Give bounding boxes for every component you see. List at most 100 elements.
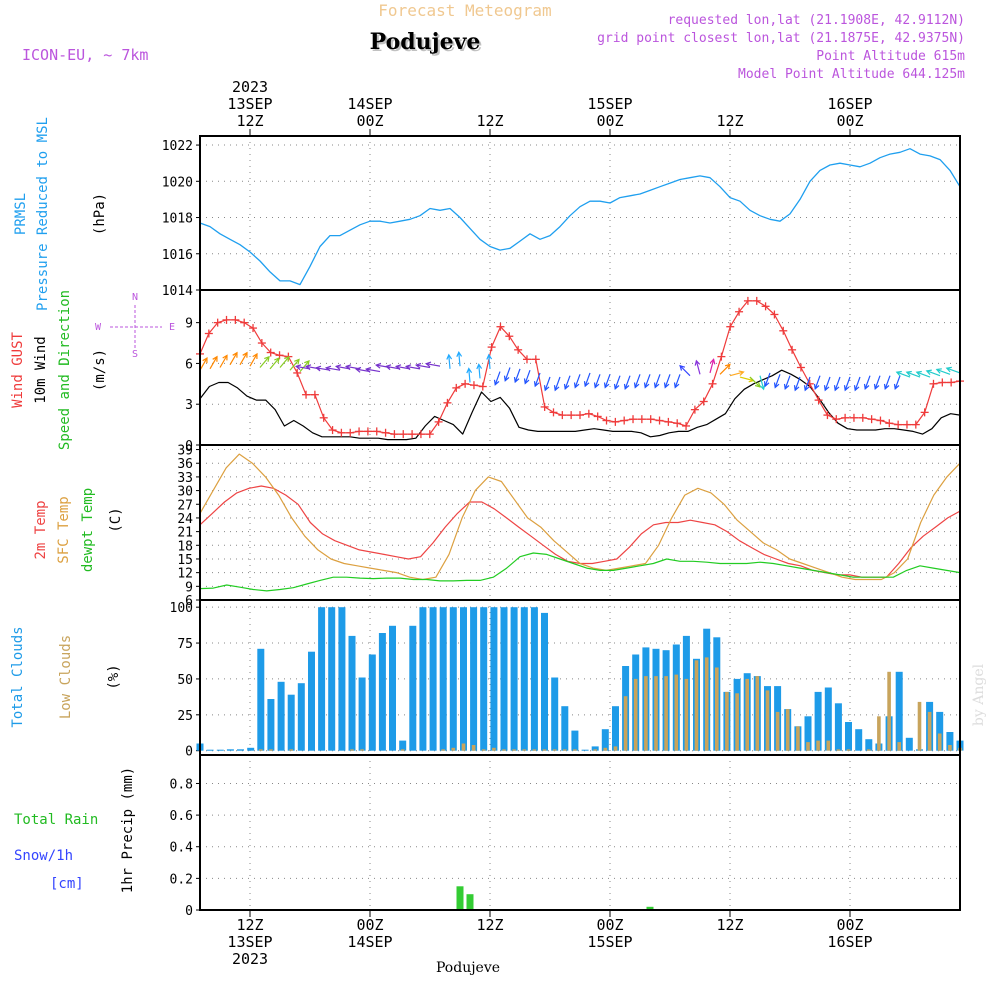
low-cloud-bar — [765, 690, 770, 751]
low-cloud-bar — [664, 676, 668, 751]
bottom-time-label: 00Z — [356, 916, 383, 934]
top-time-label: 00Z — [596, 112, 623, 130]
wind-direction-arrow — [199, 357, 208, 371]
panels: 1014101610181020102203696912151821242730… — [162, 135, 964, 919]
wind-direction-arrowhead — [364, 366, 372, 373]
rain-bar — [646, 906, 654, 910]
total-clouds-label: Total Clouds — [10, 626, 26, 727]
wind-direction-arrowhead — [304, 359, 310, 366]
y-tick-label: 1014 — [162, 284, 193, 299]
low-cloud-bar — [755, 676, 760, 751]
pressure-panel: 1014 1016 1018 1020 1022 — [162, 136, 961, 299]
y-tick-label: 36 — [177, 457, 193, 472]
total-cloud-bar — [530, 607, 538, 751]
wind-direction-arrowhead — [563, 383, 570, 390]
y-tick-label: 12 — [177, 567, 193, 582]
total-cloud-bar — [936, 711, 944, 751]
wind-direction-arrowhead — [895, 370, 902, 377]
wind-direction-arrow — [709, 359, 715, 374]
wind-direction-arrowhead — [222, 354, 228, 361]
wind-direction-arrowhead — [232, 351, 238, 358]
wind-direction-arrowhead — [679, 364, 686, 371]
total-cloud-bar — [216, 749, 224, 751]
y-tick-label: 0.2 — [170, 872, 193, 887]
low-cloud-bar — [360, 749, 364, 751]
low-cloud-bar — [775, 711, 780, 751]
total-cloud-bar — [328, 607, 336, 751]
total-cloud-bar — [865, 739, 873, 751]
wind-direction-arrow — [664, 374, 671, 388]
wind-direction-arrow — [316, 367, 331, 371]
wind-direction-arrow — [896, 371, 911, 378]
top-time-label: 00Z — [836, 112, 863, 130]
total-cloud-bar — [348, 635, 356, 751]
wind-direction-arrow — [834, 376, 841, 391]
bottom-time-label: 12Z — [236, 916, 263, 934]
bottom-time-label: 12Z — [476, 916, 503, 934]
wind-direction-arrow — [356, 368, 371, 373]
low-cloud-bar — [563, 749, 567, 751]
wind-direction-arrow — [634, 374, 641, 388]
total-cloud-bar — [237, 749, 244, 751]
snow-label: Snow/1h — [14, 848, 73, 864]
wind-direction-arrowhead — [324, 365, 332, 372]
total-cloud-bar — [429, 607, 437, 751]
wind-direction-arrow — [219, 355, 228, 368]
y-tick-label: 21 — [177, 526, 193, 541]
wind-direction-arrowhead — [935, 368, 942, 374]
wind-direction-arrowhead — [543, 385, 550, 392]
bottom-time-label: 14SEP — [347, 933, 392, 951]
wind-direction-arrow — [296, 365, 311, 370]
total-cloud-bar — [389, 625, 396, 751]
total-cloud-bar — [551, 677, 559, 751]
wind-direction-arrow — [784, 375, 791, 390]
y-tick-label: 9 — [185, 580, 193, 595]
temp-unit: (C) — [108, 507, 124, 532]
clouds-panel: 0 25 50 75 100 — [170, 600, 964, 760]
wind-direction-arrowhead — [633, 382, 640, 389]
location-title: Podujeve — [372, 31, 483, 57]
total-cloud-bar — [480, 607, 488, 751]
y-tick-label: 27 — [177, 498, 193, 513]
wind-direction-arrowhead — [843, 385, 850, 392]
low-cloud-bar — [704, 657, 709, 751]
wind-direction-arrowhead — [476, 363, 483, 370]
wind-direction-arrow — [864, 375, 871, 390]
wind-direction-arrow — [884, 375, 891, 390]
wind-direction-arrowhead — [456, 350, 463, 358]
low-cloud-bar — [259, 749, 263, 751]
total-cloud-bar — [905, 737, 913, 751]
wind-direction-arrowhead — [724, 363, 731, 370]
precip-panel: 0 0.2 0.4 0.6 0.8 — [170, 755, 960, 919]
y-tick-label: 9 — [185, 317, 193, 332]
low-cloud-bar — [937, 733, 942, 751]
wind-unit: (m/s) — [92, 349, 108, 391]
wind-direction-arrow — [468, 368, 471, 383]
bottom-time-label: 12Z — [716, 916, 743, 934]
wind-direction-arrow — [719, 363, 731, 375]
wind-direction-arrowhead — [863, 383, 870, 390]
wind-direction-arrowhead — [694, 359, 701, 366]
wind-direction-arrow — [524, 370, 531, 384]
wind-direction-arrowhead — [252, 352, 258, 360]
wind-direction-arrow — [564, 375, 571, 390]
low-cloud-bar — [745, 678, 749, 751]
wind-labels: Wind GUST 10m Wind Speed and Direction (… — [10, 290, 175, 450]
y-tick-label: 1022 — [162, 139, 193, 154]
total-cloud-bar — [368, 654, 376, 751]
wind-direction-arrowhead — [493, 379, 500, 386]
bottom-time-label: 2023 — [232, 950, 268, 968]
total-cloud-bar — [946, 732, 954, 751]
total-cloud-bar — [247, 747, 255, 751]
low-cloud-bar — [633, 678, 638, 751]
compass-west: W — [95, 322, 102, 333]
wind-direction-arrowhead — [446, 353, 453, 360]
wind-direction-arrowhead — [833, 385, 840, 392]
total-cloud-bar — [510, 607, 518, 751]
wind-direction-arrow — [764, 372, 771, 387]
total-cloud-bar — [277, 681, 285, 751]
wind-direction-arrow — [854, 376, 861, 391]
total-cloud-bar — [449, 607, 457, 751]
y-tick-label: 0.4 — [170, 841, 194, 856]
